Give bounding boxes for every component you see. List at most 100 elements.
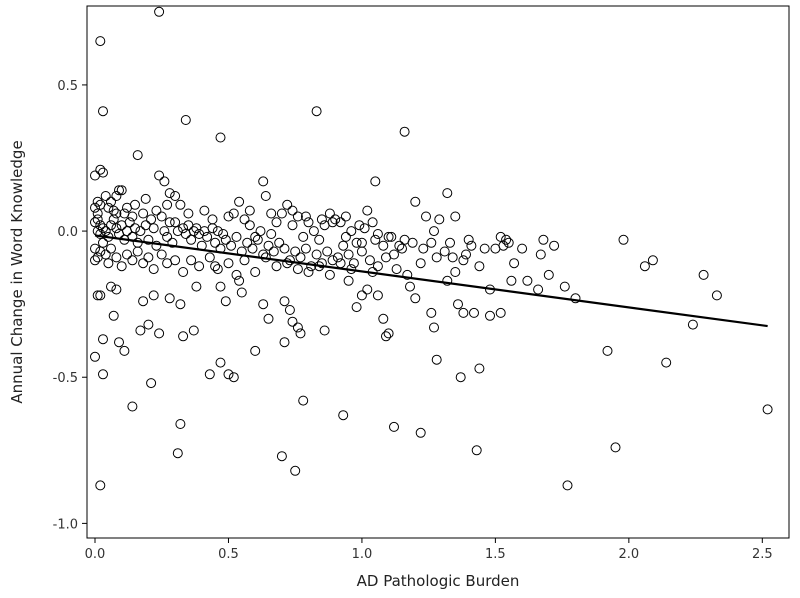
data-point: [479, 243, 490, 254]
x-tick-label: 1.5: [485, 547, 506, 562]
data-point: [538, 234, 549, 245]
data-point: [194, 261, 205, 272]
data-point: [300, 243, 311, 254]
data-point: [381, 252, 391, 263]
data-point: [610, 442, 621, 453]
data-point: [533, 284, 544, 295]
data-point: [290, 246, 301, 257]
data-point: [188, 325, 199, 336]
data-point: [562, 480, 573, 491]
data-point: [410, 196, 421, 207]
data-point: [90, 217, 100, 228]
data-point: [431, 252, 442, 263]
data-point: [255, 226, 266, 237]
data-point: [431, 354, 442, 365]
data-point: [148, 264, 159, 275]
data-point: [130, 223, 140, 234]
data-point: [207, 223, 218, 234]
data-point: [346, 226, 357, 237]
data-point: [287, 205, 298, 216]
data-point: [114, 185, 124, 196]
data-point: [762, 404, 773, 415]
data-point: [170, 217, 181, 228]
data-point: [463, 234, 474, 245]
data-point: [116, 261, 127, 272]
data-point: [292, 264, 303, 275]
data-point: [100, 226, 111, 237]
data-point: [466, 240, 477, 251]
data-point: [204, 369, 215, 380]
data-point: [434, 214, 445, 225]
data-point: [402, 269, 413, 280]
data-point: [170, 191, 181, 201]
data-point: [151, 205, 162, 216]
data-point: [154, 328, 165, 339]
data-point: [517, 243, 528, 254]
data-point: [106, 196, 116, 207]
data-point: [223, 369, 234, 380]
data-point: [450, 211, 461, 222]
data-point: [103, 202, 114, 213]
data-point: [220, 234, 231, 245]
data-point: [90, 255, 100, 266]
data-point: [274, 237, 285, 248]
data-point: [132, 246, 143, 257]
data-point: [215, 132, 226, 143]
data-point: [154, 6, 165, 17]
data-point: [303, 267, 314, 277]
data-point: [300, 211, 311, 222]
data-point: [295, 328, 306, 339]
data-point: [95, 36, 106, 47]
data-point: [175, 199, 186, 210]
data-point: [191, 223, 202, 234]
data-point: [661, 357, 672, 368]
data-point: [127, 401, 138, 412]
data-point: [415, 427, 426, 438]
data-point: [399, 126, 410, 137]
data-point: [164, 217, 175, 228]
data-point: [226, 240, 237, 251]
data-point: [503, 237, 514, 248]
data-point: [522, 275, 533, 286]
data-point: [100, 249, 111, 260]
data-point: [180, 115, 191, 125]
data-point: [378, 240, 389, 251]
data-point: [98, 369, 108, 380]
data-point: [95, 246, 106, 257]
data-point: [106, 281, 116, 292]
data-point: [322, 246, 333, 257]
data-point: [191, 281, 202, 292]
data-point: [231, 269, 242, 280]
data-point: [485, 310, 495, 321]
data-point: [372, 290, 383, 301]
data-point: [429, 226, 439, 237]
data-point: [335, 217, 346, 228]
data-point: [426, 237, 437, 248]
data-point: [282, 199, 293, 210]
data-point: [244, 205, 255, 216]
data-point: [386, 231, 397, 242]
data-point: [370, 176, 381, 187]
data-point: [212, 226, 223, 237]
data-point: [140, 193, 151, 204]
data-point: [370, 234, 381, 245]
data-point: [271, 217, 282, 228]
data-point: [445, 237, 455, 248]
data-point: [421, 211, 431, 222]
data-point: [119, 208, 130, 219]
data-point: [95, 480, 106, 491]
data-point: [405, 281, 415, 292]
data-point: [175, 299, 186, 310]
data-point: [207, 214, 218, 225]
data-point: [151, 240, 162, 251]
data-point: [292, 211, 303, 222]
data-point: [242, 237, 253, 248]
data-point: [372, 229, 383, 239]
data-point: [311, 249, 322, 260]
data-point: [220, 296, 231, 307]
data-point: [364, 255, 375, 266]
data-point: [228, 372, 239, 383]
data-point: [250, 345, 261, 356]
data-point: [359, 223, 370, 234]
data-point: [146, 378, 157, 389]
